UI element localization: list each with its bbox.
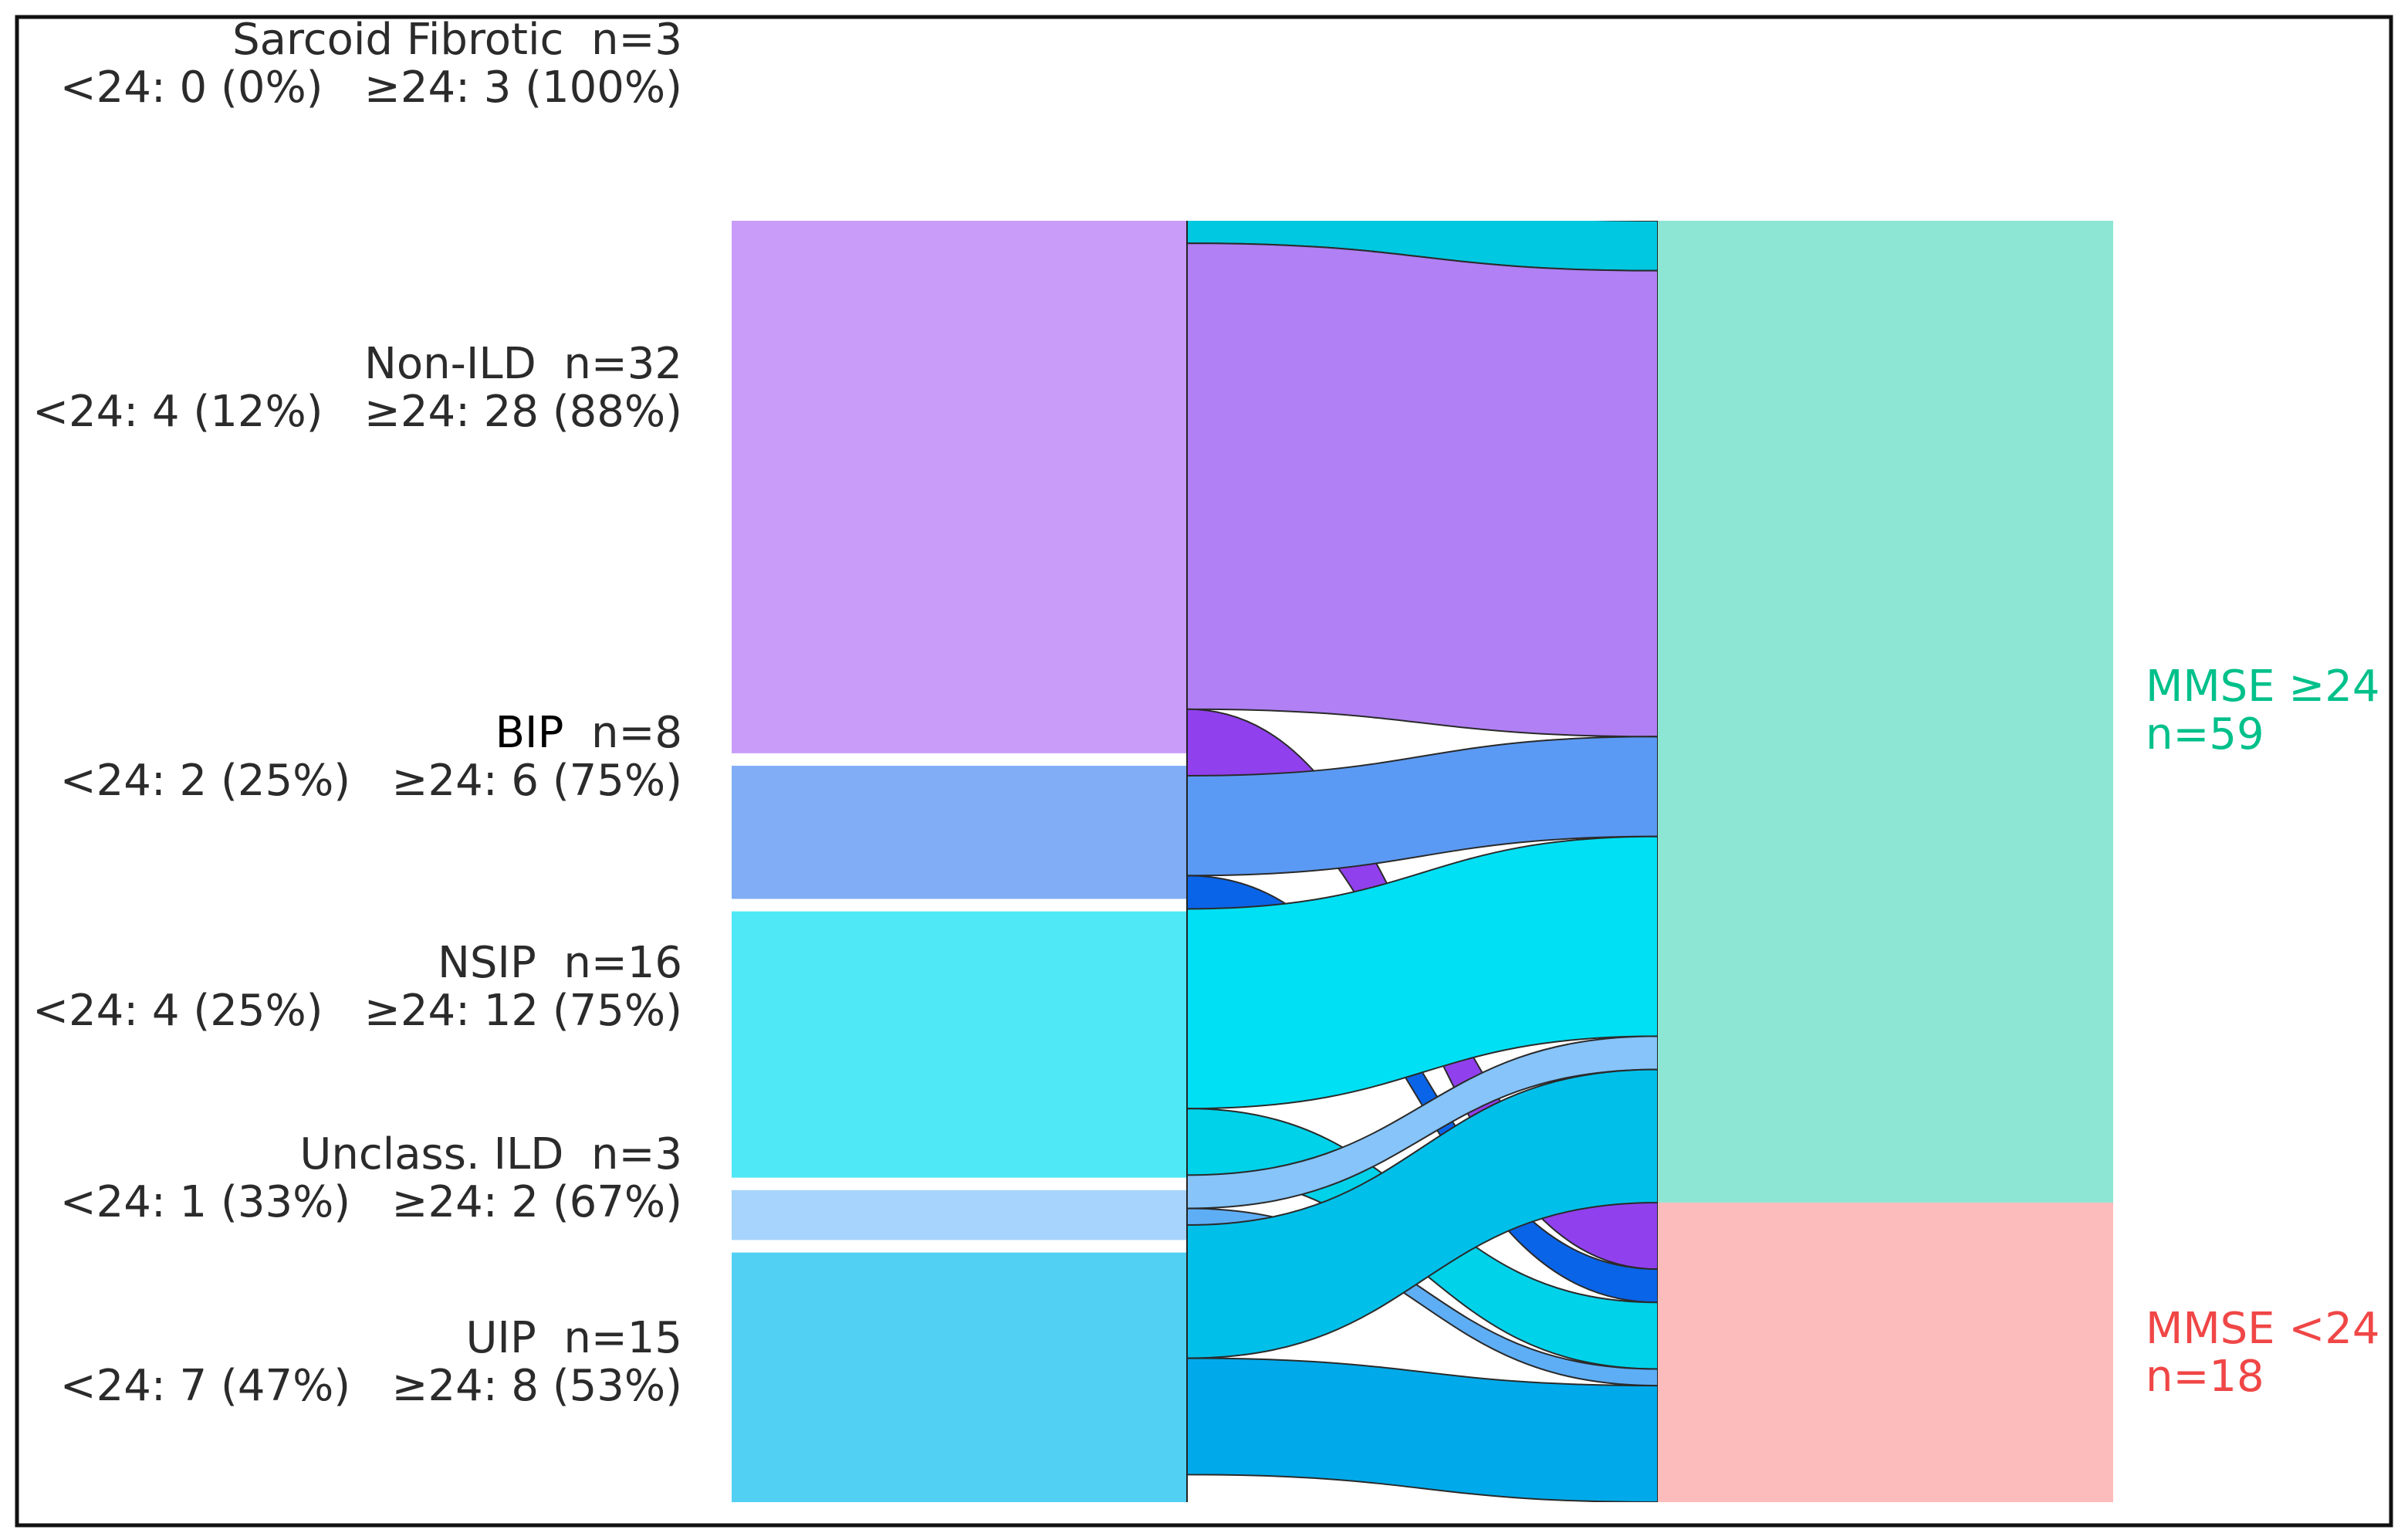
- source-stats-bip: <24: 2 (25%) ≥24: 6 (75%): [60, 756, 682, 806]
- flows-layer: [1186, 221, 1659, 1502]
- source-bar-uip: [732, 1252, 1187, 1502]
- source-label-nsip: NSIP n=16: [438, 938, 682, 988]
- source-count: n=3: [563, 15, 682, 65]
- source-bar-nsip: [732, 911, 1187, 1178]
- source-label-uip: UIP n=15: [465, 1313, 682, 1363]
- source-name: Non-ILD: [364, 339, 536, 389]
- target-count-mmse-24: n=18: [2146, 1352, 2264, 1402]
- source-bar-unclass-ild: [732, 1190, 1187, 1240]
- source-count: n=8: [563, 708, 682, 758]
- target-count-mmse-24: n=59: [2146, 709, 2264, 760]
- source-name: NSIP: [438, 938, 536, 988]
- source-stats-nsip: <24: 4 (25%) ≥24: 12 (75%): [32, 986, 682, 1036]
- target-bar-mmse-24: [1658, 221, 2113, 1203]
- bars-layer: [732, 221, 2113, 1502]
- source-count: n=16: [536, 938, 682, 988]
- flow-uip-to-mmse-lt24: [1186, 1357, 1659, 1502]
- target-label-mmse-24: MMSE <24: [2146, 1304, 2380, 1354]
- source-label-unclass-ild: Unclass. ILD n=3: [299, 1129, 682, 1179]
- source-name: BIP: [495, 708, 564, 758]
- target-bar-mmse-24: [1658, 1202, 2113, 1502]
- source-count: n=32: [536, 339, 682, 389]
- source-name: Unclass. ILD: [299, 1129, 563, 1179]
- source-label-non-ild: Non-ILD n=32: [364, 339, 682, 389]
- source-stats-non-ild: <24: 4 (12%) ≥24: 28 (88%): [32, 387, 682, 437]
- source-label-bip: BIP n=8: [495, 708, 682, 758]
- source-name: Sarcoid Fibrotic: [232, 15, 563, 65]
- source-count: n=15: [536, 1313, 682, 1363]
- source-count: n=3: [563, 1129, 682, 1179]
- source-bar-bip: [732, 766, 1187, 899]
- source-stats-sarcoid-fibrotic: <24: 0 (0%) ≥24: 3 (100%): [60, 63, 682, 113]
- source-bar-non-ild: [732, 221, 1187, 753]
- source-stats-unclass-ild: <24: 1 (33%) ≥24: 2 (67%): [60, 1177, 682, 1227]
- source-name: UIP: [465, 1313, 536, 1363]
- source-stats-uip: <24: 7 (47%) ≥24: 8 (53%): [60, 1361, 682, 1411]
- flow-non-ild-to-mmse-ge24: [1186, 242, 1659, 738]
- source-label-sarcoid-fibrotic: Sarcoid Fibrotic n=3: [232, 15, 682, 65]
- labels-layer: Sarcoid Fibrotic n=3<24: 0 (0%) ≥24: 3 (…: [32, 15, 2379, 1411]
- target-label-mmse-24: MMSE ≥24: [2146, 662, 2380, 712]
